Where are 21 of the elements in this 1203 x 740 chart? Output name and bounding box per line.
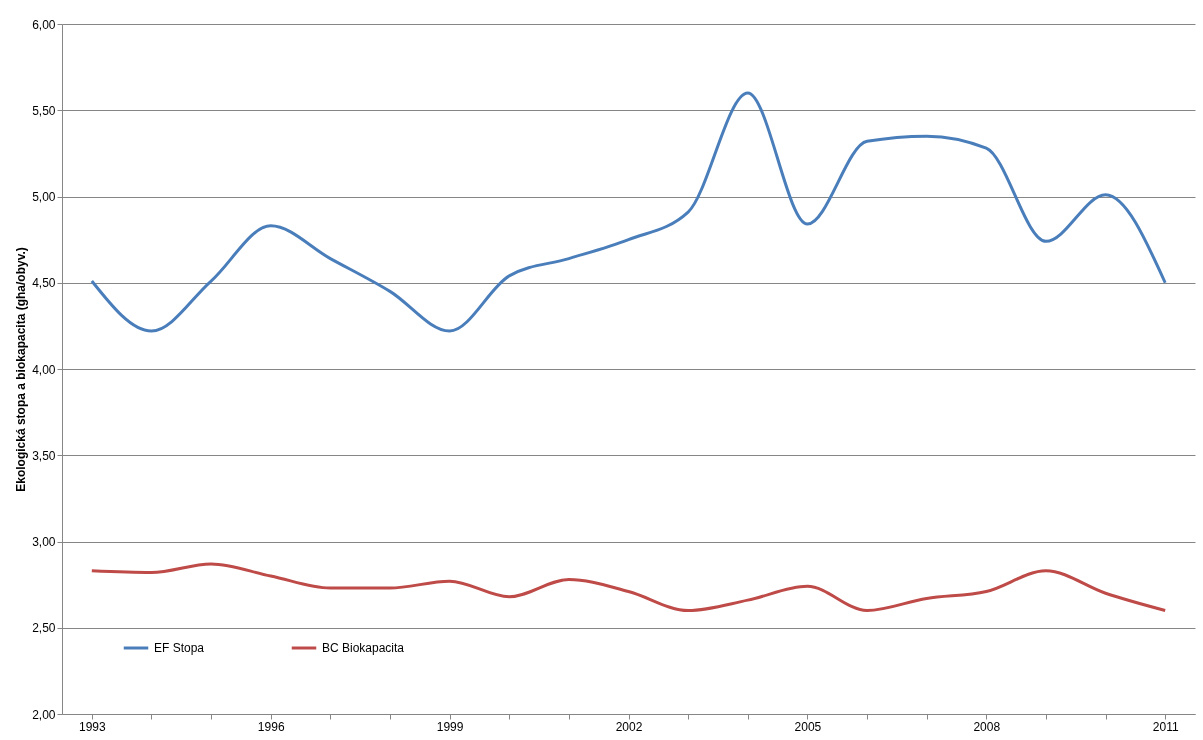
y-tick-label: 3,50 bbox=[32, 448, 56, 463]
y-tick-label: 3,00 bbox=[32, 535, 56, 549]
line-series bbox=[90, 562, 1167, 612]
y-tick-label: 6,00 bbox=[32, 17, 56, 32]
y-tick-label: 2,00 bbox=[32, 707, 56, 722]
x-tick-label: 2005 bbox=[794, 719, 822, 734]
x-tick-label: 2008 bbox=[973, 719, 1001, 734]
y-tick-label: 5,00 bbox=[32, 190, 56, 204]
x-tick-label: 1993 bbox=[78, 719, 106, 734]
line-series bbox=[90, 91, 1167, 333]
x-tick-label: 1999 bbox=[436, 719, 464, 734]
y-tick-label: 2,50 bbox=[32, 621, 56, 636]
legend-label: BC Biokapacita bbox=[322, 641, 405, 655]
y-tick-label: 4,00 bbox=[32, 362, 56, 377]
x-tick-label: 2002 bbox=[615, 719, 643, 734]
y-tick-label: 5,50 bbox=[32, 103, 56, 118]
y-tick-label: 4,50 bbox=[32, 276, 56, 291]
x-tick-label: 2011 bbox=[1152, 719, 1179, 734]
x-tick-label: 1996 bbox=[257, 719, 285, 734]
legend-label: EF Stopa bbox=[154, 641, 205, 655]
y-axis-title: Ekologická stopa a biokapacita (gha/obyv.) bbox=[14, 247, 29, 492]
